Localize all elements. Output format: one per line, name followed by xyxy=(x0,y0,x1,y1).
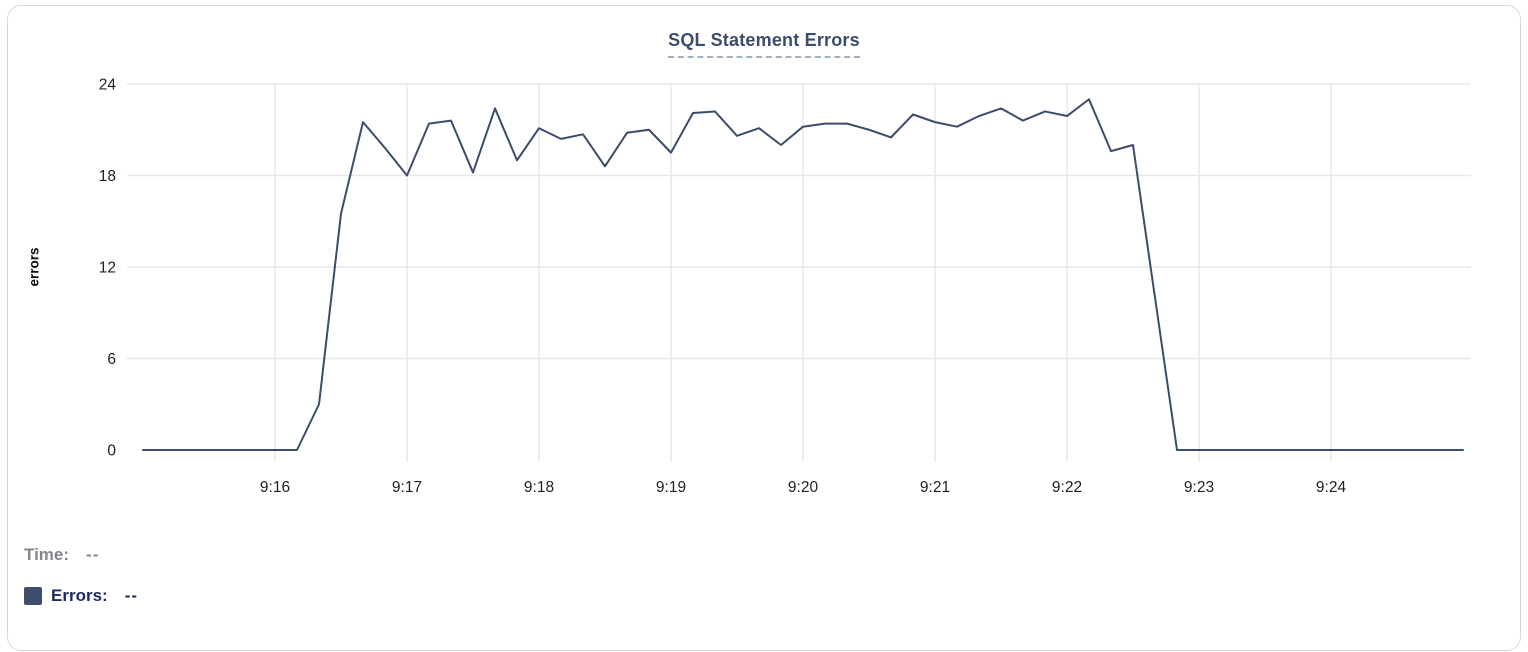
x-tick-label: 9:18 xyxy=(524,479,554,496)
errors-series-swatch xyxy=(24,587,42,605)
y-tick-label: 6 xyxy=(107,351,116,368)
x-tick-label: 9:21 xyxy=(920,479,950,496)
y-tick-label: 0 xyxy=(107,443,116,460)
x-tick-label: 9:17 xyxy=(392,479,422,496)
y-tick-label: 24 xyxy=(99,77,117,94)
y-tick-label: 12 xyxy=(99,260,116,277)
hover-readout-errors: Errors: -- xyxy=(24,586,138,606)
chart-header: SQL Statement Errors xyxy=(0,30,1528,58)
line-chart-plot-area[interactable]: 9:16 9:17 9:18 9:19 9:20 9:21 9:22 9:23 9:24 0 6 12… xyxy=(0,0,1528,500)
errors-series-line xyxy=(142,98,1464,451)
errors-label: Errors: xyxy=(51,586,108,605)
y-tick-label: 18 xyxy=(99,168,116,185)
x-tick-label: 9:19 xyxy=(656,479,686,496)
time-value: -- xyxy=(86,545,100,564)
time-label: Time: xyxy=(24,545,70,564)
x-tick-label: 9:16 xyxy=(260,479,290,496)
chart-title[interactable]: SQL Statement Errors xyxy=(668,30,860,58)
x-tick-label: 9:20 xyxy=(788,479,819,496)
errors-value: -- xyxy=(124,586,139,605)
x-tick-label: 9:23 xyxy=(1184,479,1214,496)
chart-card xyxy=(7,5,1521,651)
hover-readout-time: Time: -- xyxy=(24,545,99,565)
x-tick-label: 9:24 xyxy=(1316,479,1347,496)
x-tick-label: 9:22 xyxy=(1052,479,1082,496)
